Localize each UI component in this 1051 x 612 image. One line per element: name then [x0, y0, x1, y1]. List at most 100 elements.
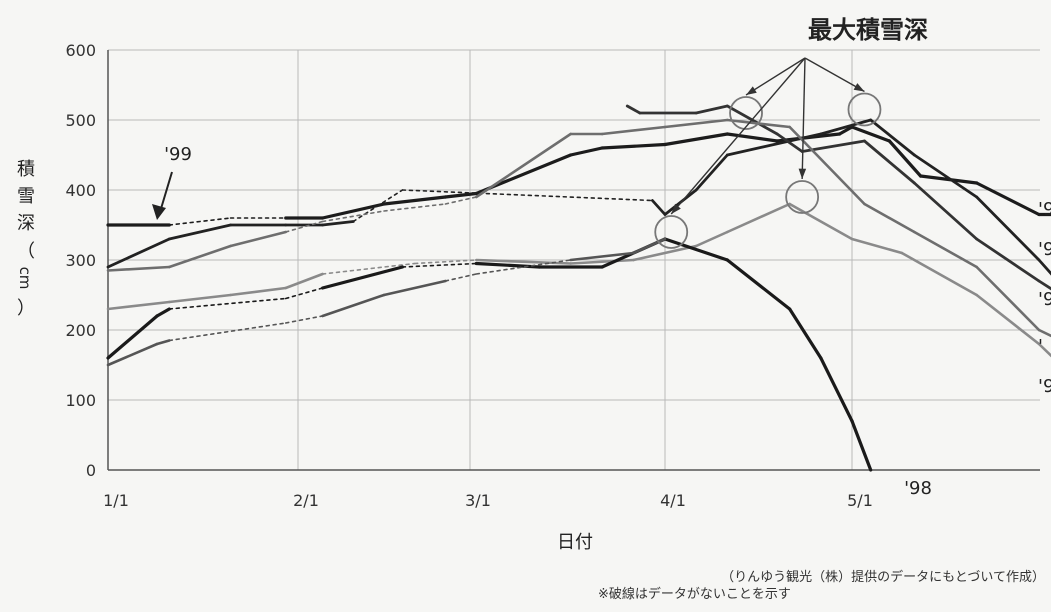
series-6-dashed-segment [284, 287, 324, 300]
series-3-segment [975, 237, 1041, 283]
series-7-segment [321, 293, 386, 318]
series-7-segment [106, 342, 159, 367]
series-4-segment [106, 265, 171, 272]
right-edge-series-label: '9 [1038, 289, 1051, 310]
series-5-dashed-segment [321, 262, 416, 275]
series-7-dashed-segment [284, 315, 324, 324]
x-tick-label: 4/1 [660, 491, 686, 510]
series-5-segment [569, 258, 635, 265]
series-5-segment [975, 293, 1041, 346]
series-1-segment [382, 195, 448, 206]
label-99-arrowhead [152, 204, 166, 220]
annotation-arrowhead [746, 86, 757, 95]
y-axis-title-char: 積 [17, 159, 35, 180]
series-5-segment [726, 202, 791, 234]
series-7-segment [382, 279, 447, 297]
series-label-99: '99 [164, 144, 192, 165]
series-5 [106, 202, 1051, 358]
series-7-segment [569, 251, 635, 262]
y-tick-label: 400 [65, 181, 96, 200]
annotation-arrow [804, 57, 865, 93]
annotation-arrow [801, 57, 806, 180]
source-note: （りんゆう観光（株）提供のデータにもとづいて作成） [721, 569, 1045, 585]
max-depth-annotation: 最大積雪深 [808, 16, 928, 44]
series-1-segment [600, 142, 667, 150]
series-4-segment [975, 265, 1041, 332]
series-6-segment [663, 237, 729, 262]
series-5-segment [788, 202, 854, 241]
right-edge-series-label: ' [1038, 336, 1043, 357]
x-tick-label: 1/1 [103, 491, 129, 510]
series-1-segment [569, 146, 604, 157]
series-7-dashed-segment [168, 322, 287, 342]
x-axis-title: 日付 [557, 532, 593, 553]
series-3-segment [694, 104, 729, 115]
series-4-segment [863, 202, 916, 234]
max-depth-marker [729, 96, 763, 130]
y-tick-label: 600 [65, 41, 96, 60]
axes: 0 100 200 300 400 500 600 1/1 2/1 3/1 4/1 5/1 [65, 41, 1040, 510]
series-2-dashed-segment [401, 189, 654, 202]
series-layer [106, 104, 1051, 472]
series-2-segment [725, 132, 823, 157]
series-4-segment [1037, 328, 1051, 338]
series-2-segment [106, 237, 171, 269]
y-axis-title-char: ） [17, 298, 35, 319]
series-1-segment [837, 125, 854, 136]
annotation-arrowhead [853, 83, 865, 92]
labels: 日付 積雪深 （ cm ） 最大積雪深 '99 '98 '9 '9 '9 ' '9 （りんゆう観光（株）提… [16, 16, 1051, 602]
series-2-segment [819, 118, 873, 136]
x-tick-label: 5/1 [847, 491, 873, 510]
series-5-segment [900, 251, 978, 297]
series-5-segment [229, 286, 288, 297]
series-7-dashed-segment [444, 273, 478, 282]
series-4-segment [663, 118, 729, 129]
series-2-segment [321, 220, 355, 227]
series-1-segment [850, 125, 892, 143]
series-2-dashed-segment [352, 189, 404, 223]
x-tick-label: 3/1 [465, 491, 491, 510]
series-6-segment [850, 419, 873, 472]
dashed-line-note: ※破線はデータがないことを示す [598, 586, 791, 602]
series-4-segment [913, 230, 978, 269]
series-6-segment [320, 265, 405, 290]
series-1-segment [663, 132, 729, 147]
right-edge-series-label: '9 [1038, 239, 1051, 260]
series-2-segment [651, 199, 667, 216]
series-4-dashed-segment [321, 210, 385, 223]
series-1 [106, 125, 1051, 227]
series-7-segment [155, 339, 171, 346]
series-4-segment [788, 125, 866, 206]
series-7-dashed-segment [475, 259, 572, 275]
series-1-segment [725, 132, 779, 143]
series-5-segment [167, 293, 232, 304]
annotation-arrow [745, 57, 806, 96]
series-7 [106, 237, 667, 367]
label-99-arrow [159, 171, 173, 213]
series-4-dashed-segment [444, 196, 478, 205]
series-5-segment [632, 244, 698, 262]
series-4-dashed-segment [383, 203, 447, 212]
y-axis-title-char: 雪 [17, 186, 35, 207]
series-4-segment [600, 125, 667, 136]
series-2-segment [167, 223, 232, 241]
series-1-segment [975, 181, 1041, 217]
series-5-segment [694, 230, 729, 248]
series-1-segment [887, 139, 923, 178]
series-3-segment [863, 139, 916, 185]
y-tick-label: 500 [65, 111, 96, 130]
series-6-segment [155, 307, 171, 318]
series-3-segment [625, 104, 642, 115]
annotation-arrowhead [798, 168, 807, 179]
y-tick-label: 0 [86, 461, 96, 480]
y-tick-label: 200 [65, 321, 96, 340]
y-axis-title-char: （ [17, 241, 35, 262]
series-2-segment [869, 118, 916, 157]
y-tick-label: 300 [65, 251, 96, 270]
series-2 [106, 118, 1051, 276]
series-6-segment [819, 356, 854, 423]
series-3-segment [775, 132, 804, 153]
series-4 [106, 118, 1051, 338]
